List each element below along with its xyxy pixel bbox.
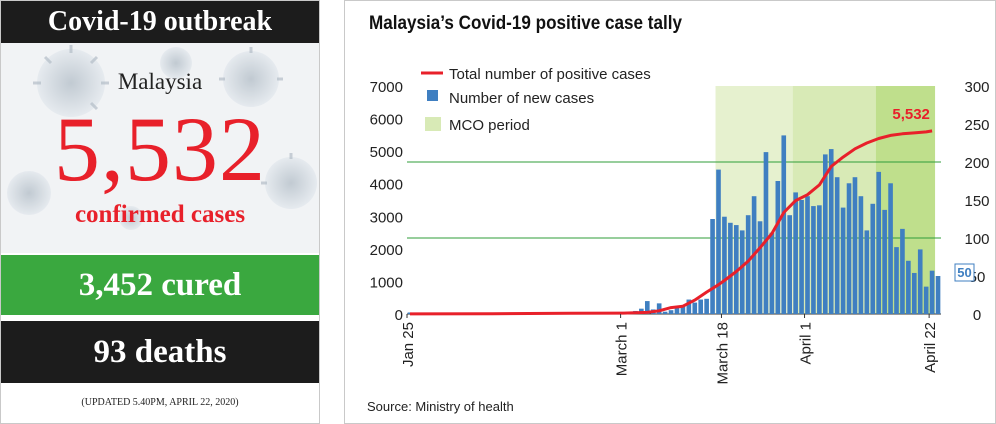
x-tick-label: March 1 [614, 322, 631, 376]
legend-bar-swatch [427, 90, 438, 101]
y-right-tick-label: 300 [964, 79, 989, 96]
new-cases-bar [888, 183, 893, 314]
y-left-tick-label: 1000 [370, 274, 403, 291]
new-cases-bar [805, 196, 810, 314]
legend-label: Number of new cases [449, 90, 594, 107]
new-cases-bar [900, 228, 905, 314]
new-cases-annotation: 50 [957, 265, 971, 280]
y-left-tick-label: 6000 [370, 112, 403, 129]
new-cases-bar [828, 149, 834, 314]
new-cases-bar [716, 169, 721, 314]
y-right-tick-label: 100 [964, 231, 989, 248]
cured-count: 3,452 cured [1, 255, 319, 315]
y-left-tick-label: 5000 [370, 144, 403, 161]
new-cases-bar [846, 183, 852, 314]
y-right-tick-label: 0 [973, 307, 981, 324]
mco-period-band [792, 86, 876, 314]
new-cases-bar [704, 298, 709, 314]
new-cases-bar [728, 222, 733, 314]
source-note: Source: Ministry of health [367, 399, 514, 414]
y-left-tick-label: 7000 [370, 79, 403, 96]
new-cases-bar [710, 219, 715, 314]
legend-label: Total number of positive cases [449, 66, 651, 83]
chart-title: Malaysia’s Covid-19 positive case tally [369, 13, 683, 34]
new-cases-bar [739, 230, 745, 314]
legend-mco-swatch [425, 117, 441, 131]
new-cases-bar [722, 216, 727, 314]
new-cases-bar [692, 302, 698, 314]
x-tick-label: April 1 [798, 322, 815, 365]
legend-label: MCO period [449, 117, 530, 134]
x-tick-label: Jan 25 [400, 322, 417, 367]
y-right-tick-label: 250 [964, 117, 989, 134]
new-cases-bar [793, 192, 798, 314]
virus-background-image [1, 43, 319, 253]
updated-note: (UPDATED 5.40PM, APRIL 22, 2020) [81, 397, 239, 408]
y-left-tick-label: 3000 [370, 209, 403, 226]
new-cases-bar [680, 305, 686, 314]
confirmed-label: confirmed cases [74, 201, 246, 228]
country-label: Malaysia [117, 69, 203, 94]
x-tick-label: March 18 [714, 322, 731, 385]
y-left-tick-label: 2000 [370, 242, 403, 259]
new-cases-bar [822, 154, 828, 314]
new-cases-bar [935, 276, 941, 314]
new-cases-bar [917, 249, 923, 314]
new-cases-bar [911, 272, 917, 314]
case-tally-chart: 0 1000 2000 3000 4000 5000 6000 7000 0 50 100 150 20… [370, 66, 990, 385]
new-cases-bar [852, 177, 858, 314]
new-cases-bar [876, 171, 882, 314]
chart-panel: Malaysia’s Covid-19 positive case tally … [344, 0, 996, 424]
new-cases-bar [864, 230, 870, 314]
new-cases-bar [840, 207, 846, 314]
new-cases-bar [817, 205, 822, 314]
deaths-count: 93 deaths [1, 321, 319, 383]
new-cases-bar [407, 312, 413, 314]
new-cases-bar [698, 299, 704, 314]
y-right-tick-label: 200 [964, 155, 989, 172]
new-cases-bar [757, 221, 763, 314]
total-annotation: 5,532 [892, 106, 930, 123]
new-cases-bar [745, 215, 751, 314]
new-cases-bar [894, 247, 899, 314]
new-cases-bar [799, 200, 804, 314]
new-cases-bar [644, 301, 650, 314]
confirmed-count: 5,532 [54, 98, 266, 200]
new-cases-bar [906, 260, 911, 314]
new-cases-bar [763, 152, 769, 314]
new-cases-bar [668, 310, 674, 314]
new-cases-bar [769, 232, 775, 314]
y-left-tick-label: 0 [395, 307, 403, 324]
new-cases-bar [662, 311, 668, 314]
summary-panel: Covid-19 outbreak Malaysia 5,532 confirm… [0, 0, 320, 424]
new-cases-bar [923, 286, 929, 314]
new-cases-bar [882, 209, 887, 314]
new-cases-bar [656, 303, 662, 314]
new-cases-bar [787, 215, 793, 314]
summary-header: Covid-19 outbreak [1, 1, 319, 43]
new-cases-bar [834, 177, 840, 314]
new-cases-bar [870, 203, 876, 314]
new-cases-bar [858, 196, 864, 314]
new-cases-bar [929, 270, 935, 314]
y-left-tick-label: 4000 [370, 177, 403, 194]
new-cases-bar [775, 181, 781, 314]
new-cases-annotation-box [954, 263, 975, 282]
new-cases-bar [674, 306, 680, 314]
new-cases-bar [686, 299, 692, 314]
total-cases-line [409, 129, 933, 316]
new-cases-bar [811, 206, 816, 314]
x-tick-label: April 22 [922, 322, 939, 373]
new-cases-bar [781, 135, 787, 314]
y-right-tick-label: 150 [964, 193, 989, 210]
